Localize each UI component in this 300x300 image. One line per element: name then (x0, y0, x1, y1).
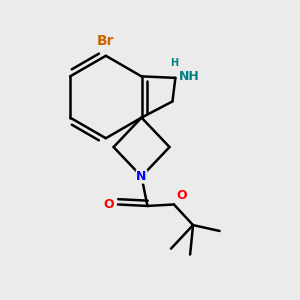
Text: N: N (136, 170, 147, 183)
Text: O: O (104, 198, 114, 211)
Text: H: H (170, 58, 178, 68)
Text: O: O (176, 188, 187, 202)
Text: NH: NH (179, 70, 200, 83)
Text: Br: Br (97, 34, 115, 48)
